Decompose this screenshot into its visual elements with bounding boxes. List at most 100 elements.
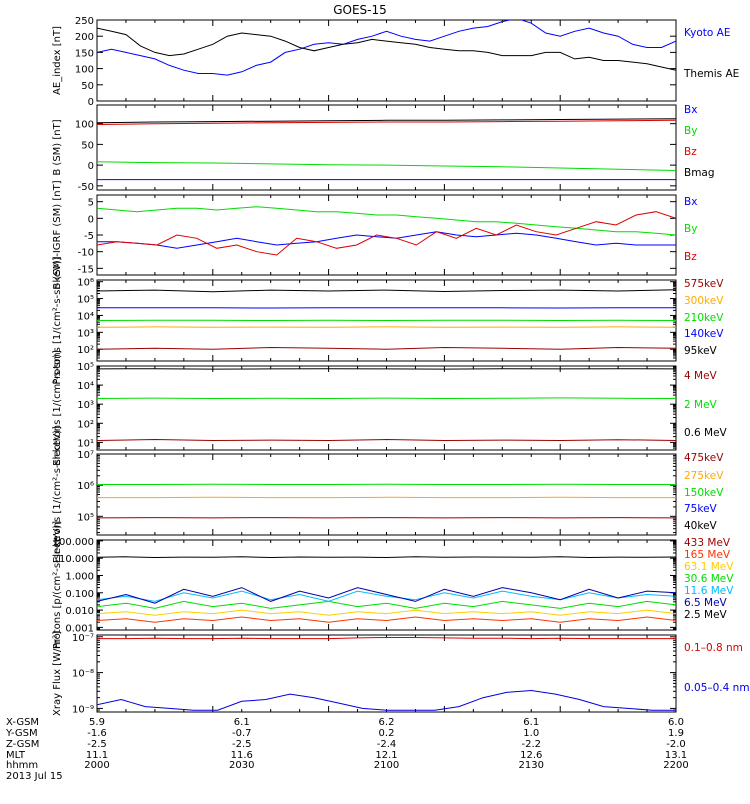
y-tick-label: 0.010 [65, 606, 94, 617]
legend-label: 0.1–0.8 nm [684, 642, 743, 654]
panel-frame [97, 105, 676, 190]
y-tick-label: 0.100 [65, 589, 94, 600]
y-tick-label: -10 [78, 248, 94, 259]
y-tick-label: 10⁵ [77, 295, 94, 306]
y-axis-label: Protons [p/(cm²-s-sr-keV)] [52, 521, 63, 649]
series-line-7-4 [97, 601, 676, 608]
panel-8: 10⁻⁹ 10⁻⁸ 10⁻⁷ Xray Flux [W/m²] 0.1–0.8 nm 0.… [52, 631, 750, 716]
series-line-7-7 [97, 557, 676, 558]
y-tick-label: 10⁵ [77, 512, 94, 523]
legend-label: 210keV [684, 312, 724, 324]
y-tick-label: -5 [84, 231, 94, 242]
legend-label: 63.1 MeV [684, 561, 734, 573]
legend-label: 40keV [684, 520, 718, 532]
legend-label: 0.05–0.4 nm [684, 682, 750, 694]
series-group [97, 557, 676, 622]
legend-label: Bz [684, 251, 697, 263]
y-tick-label: 0 [88, 214, 94, 225]
orbit-cell: 2200 [663, 760, 688, 771]
orbit-cell: 6.1 [234, 717, 250, 728]
series-group [97, 638, 676, 711]
y-tick-label: 10² [77, 419, 94, 430]
legend-label: By [684, 125, 697, 137]
series-group [97, 484, 676, 518]
series-line-2-2 [97, 162, 676, 171]
orbit-cell: 2130 [519, 760, 544, 771]
y-tick-label: 100 [75, 120, 94, 131]
legend-label: 475keV [684, 452, 724, 464]
series-line-8-2 [97, 691, 676, 711]
legend-label: 30.6 MeV [684, 573, 734, 585]
y-axis-label: AE_index [nT] [52, 26, 63, 95]
orbit-cell: 2030 [229, 760, 254, 771]
series-line-7-6 [97, 588, 676, 604]
y-tick-label: 10³ [77, 328, 94, 339]
series-line-1-1 [97, 18, 676, 75]
y-tick-label: 50 [81, 81, 94, 92]
legend-label: 95keV [684, 345, 718, 357]
panel-frame [97, 454, 676, 535]
series-line-3-3 [97, 212, 676, 255]
orbit-cell: 2000 [84, 760, 109, 771]
legend-label: 0.6 MeV [684, 427, 728, 439]
y-tick-label: 10⁻⁹ [72, 704, 94, 715]
panel-frame [97, 540, 676, 630]
series-line-3-1 [97, 232, 676, 249]
legend-label: 2 MeV [684, 399, 718, 411]
legend-label: Kyoto AE [684, 27, 730, 39]
legend-label: Bx [684, 196, 697, 208]
y-tick-label: 250 [75, 16, 94, 27]
chart-title: GOES-15 [333, 3, 387, 17]
panel-frame [97, 195, 676, 275]
series-line-5-2 [97, 398, 676, 399]
orbit-cell: -2.5 [87, 739, 107, 750]
orbit-date: 2013 Jul 15 [6, 771, 63, 782]
orbit-cell: -1.6 [87, 728, 107, 739]
y-axis-label: Xray Flux [W/m²] [52, 631, 63, 716]
orbit-cell: 5.9 [89, 717, 105, 728]
y-tick-label: 10⁴ [77, 311, 94, 322]
y-tick-label: 150 [75, 48, 94, 59]
orbit-table: X-GSMY-GSMZ-GSMMLThhmm5.9-1.6-2.511.1200… [5, 717, 689, 782]
legend-label: 150keV [684, 487, 724, 499]
legend-label: Bz [684, 146, 697, 158]
y-tick-label: 10⁻⁷ [72, 633, 94, 644]
y-tick-label: 10³ [77, 400, 94, 411]
legend-label: 11.6 MeV [684, 585, 734, 597]
legend-label: 2.5 MeV [684, 609, 728, 621]
orbit-cell: 1.0 [523, 728, 539, 739]
legend-label: 6.5 MeV [684, 597, 728, 609]
series-group [97, 207, 676, 255]
panel-frame [97, 20, 676, 101]
legend-label: 165 MeV [684, 549, 731, 561]
orbit-cell: 6.2 [379, 717, 395, 728]
panel-7: 0.0010.0100.1001.00010.000100.000Protons… [52, 521, 734, 649]
y-tick-label: -15 [78, 264, 94, 275]
y-tick-label: 10⁻⁸ [72, 669, 94, 680]
legend-label: By [684, 223, 697, 235]
orbit-cell: 2100 [374, 760, 399, 771]
y-tick-label: 10⁶ [77, 481, 94, 492]
legend-label: 275keV [684, 470, 724, 482]
legend-label: 300keV [684, 295, 724, 307]
legend-label: 4 MeV [684, 370, 718, 382]
legend-label: 75keV [684, 503, 718, 515]
legend-label: Themis AE [683, 68, 739, 80]
series-group [97, 18, 676, 75]
orbit-cell: 6.1 [523, 717, 539, 728]
y-tick-label: 0 [88, 161, 94, 172]
y-tick-label: 10.000 [59, 554, 94, 565]
series-line-4-5 [97, 290, 676, 292]
orbit-row-label: Z-GSM [6, 739, 39, 750]
series-group [97, 369, 676, 441]
series-group [97, 119, 676, 180]
y-tick-label: 50 [81, 140, 94, 151]
y-tick-label: 100 [75, 65, 94, 76]
series-line-1-2 [97, 28, 676, 70]
